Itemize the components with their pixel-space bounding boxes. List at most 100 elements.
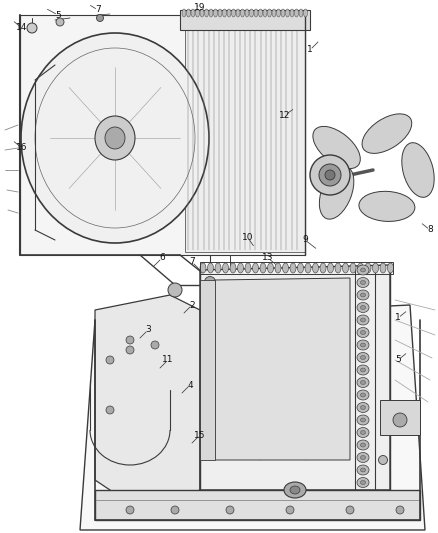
Ellipse shape (304, 9, 307, 17)
Ellipse shape (230, 263, 236, 273)
Ellipse shape (191, 9, 195, 17)
Ellipse shape (268, 263, 273, 273)
Ellipse shape (126, 336, 134, 344)
Text: 11: 11 (162, 356, 174, 365)
Text: 3: 3 (145, 326, 151, 335)
Ellipse shape (378, 456, 388, 464)
Ellipse shape (284, 482, 306, 498)
Text: 14: 14 (16, 23, 28, 33)
Text: 1: 1 (395, 313, 401, 322)
Ellipse shape (240, 9, 244, 17)
Ellipse shape (106, 356, 114, 364)
Polygon shape (200, 280, 215, 460)
Ellipse shape (252, 263, 258, 273)
Text: 6: 6 (159, 254, 165, 262)
Ellipse shape (357, 478, 369, 488)
Ellipse shape (286, 9, 290, 17)
Ellipse shape (276, 9, 280, 17)
Text: 7: 7 (189, 257, 195, 266)
Ellipse shape (360, 268, 365, 272)
Polygon shape (95, 295, 200, 510)
Ellipse shape (313, 126, 360, 168)
Ellipse shape (360, 431, 365, 434)
Ellipse shape (360, 343, 365, 347)
Ellipse shape (205, 9, 208, 17)
Text: 16: 16 (16, 143, 28, 152)
Ellipse shape (182, 9, 186, 17)
Ellipse shape (209, 9, 213, 17)
Ellipse shape (297, 263, 304, 273)
Ellipse shape (105, 127, 125, 149)
Ellipse shape (362, 114, 412, 154)
Ellipse shape (357, 390, 369, 400)
Ellipse shape (357, 263, 364, 273)
Ellipse shape (357, 365, 369, 375)
Ellipse shape (372, 263, 378, 273)
Ellipse shape (200, 263, 206, 273)
Ellipse shape (360, 356, 365, 359)
Text: 1: 1 (307, 45, 313, 54)
Ellipse shape (290, 9, 294, 17)
Ellipse shape (360, 468, 365, 472)
Ellipse shape (360, 305, 365, 310)
Ellipse shape (237, 263, 244, 273)
Ellipse shape (299, 9, 303, 17)
Ellipse shape (106, 406, 114, 414)
Text: 10: 10 (242, 233, 254, 243)
Ellipse shape (325, 170, 335, 180)
Ellipse shape (328, 263, 333, 273)
Ellipse shape (195, 9, 199, 17)
Ellipse shape (396, 506, 404, 514)
Ellipse shape (286, 506, 294, 514)
Polygon shape (20, 15, 305, 255)
Ellipse shape (357, 327, 369, 337)
Ellipse shape (213, 9, 218, 17)
Polygon shape (80, 305, 425, 530)
Ellipse shape (95, 116, 135, 160)
Bar (180, 10, 310, 30)
Text: 13: 13 (262, 254, 274, 262)
Text: 9: 9 (302, 236, 308, 245)
Ellipse shape (200, 9, 204, 17)
Ellipse shape (236, 9, 240, 17)
Text: 4: 4 (187, 381, 193, 390)
Bar (200, 262, 393, 274)
Text: 5: 5 (395, 356, 401, 365)
Ellipse shape (250, 9, 254, 17)
Ellipse shape (360, 406, 365, 409)
Ellipse shape (350, 263, 356, 273)
Ellipse shape (305, 263, 311, 273)
Ellipse shape (254, 9, 258, 17)
Ellipse shape (360, 330, 365, 335)
Text: 2: 2 (189, 301, 195, 310)
Text: 19: 19 (194, 4, 206, 12)
Ellipse shape (205, 277, 215, 287)
Ellipse shape (402, 143, 434, 197)
Ellipse shape (380, 263, 386, 273)
Text: 15: 15 (194, 431, 206, 440)
Ellipse shape (359, 191, 415, 221)
Ellipse shape (275, 263, 281, 273)
Ellipse shape (260, 263, 266, 273)
Polygon shape (95, 490, 420, 520)
Ellipse shape (263, 9, 267, 17)
Ellipse shape (388, 263, 393, 273)
Bar (185, 18, 305, 252)
Ellipse shape (245, 9, 249, 17)
Ellipse shape (294, 9, 299, 17)
Ellipse shape (357, 402, 369, 413)
Text: 12: 12 (279, 110, 291, 119)
Ellipse shape (226, 506, 234, 514)
Ellipse shape (360, 368, 365, 372)
Text: 8: 8 (427, 225, 433, 235)
Ellipse shape (357, 453, 369, 463)
Ellipse shape (96, 14, 103, 21)
Ellipse shape (290, 263, 296, 273)
Ellipse shape (357, 352, 369, 362)
Ellipse shape (272, 9, 276, 17)
Ellipse shape (126, 506, 134, 514)
Ellipse shape (360, 443, 365, 447)
Ellipse shape (215, 263, 221, 273)
Ellipse shape (126, 346, 134, 354)
Ellipse shape (283, 263, 289, 273)
